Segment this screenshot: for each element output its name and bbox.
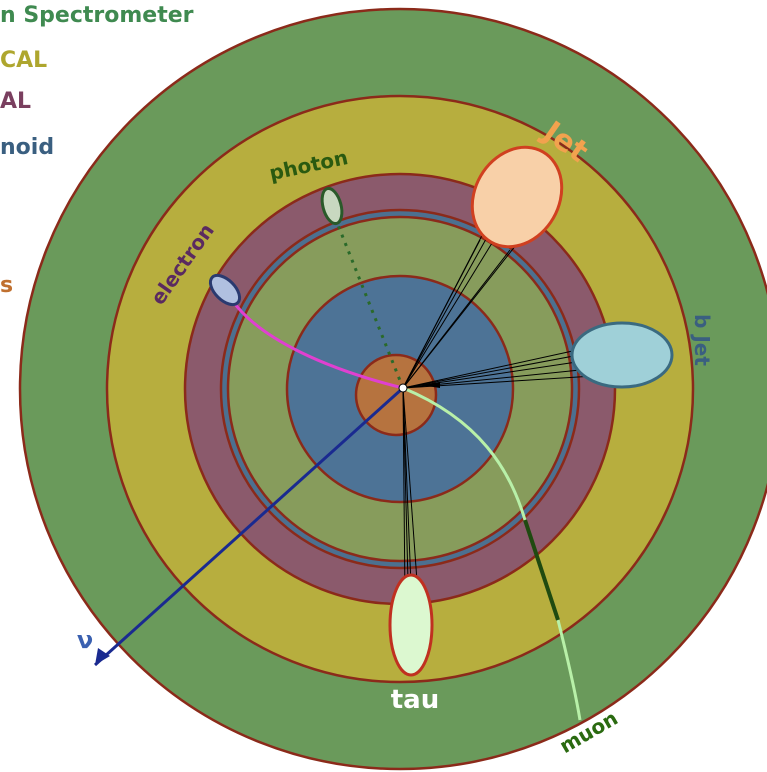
neutrino-track xyxy=(93,386,405,667)
legend-ecal: AL xyxy=(0,89,31,114)
photon-deposit xyxy=(320,186,344,226)
muon-track xyxy=(402,386,582,721)
electron-deposit xyxy=(208,273,242,307)
neutrino-label: ν xyxy=(77,626,93,654)
legend-muon-spectrometer: n Spectrometer xyxy=(0,3,194,28)
detector-layers xyxy=(18,7,767,771)
tau-deposit xyxy=(388,573,434,677)
photon-track xyxy=(334,219,405,389)
deposits xyxy=(208,145,674,677)
bjet-deposit xyxy=(570,321,674,389)
bjet-core xyxy=(420,382,440,388)
legend: n Spectrometer CAL AL noid s xyxy=(0,3,194,298)
vertex xyxy=(398,383,408,393)
legend-tracker: s xyxy=(0,273,13,298)
legend-hcal: CAL xyxy=(0,48,47,73)
bjet-label: b Jet xyxy=(690,314,714,366)
tracks xyxy=(93,204,611,721)
neutrino-arrow xyxy=(95,648,110,665)
muon-segment xyxy=(523,519,560,621)
legend-solenoid: noid xyxy=(0,135,54,160)
jet-deposit xyxy=(470,145,564,249)
electron-track xyxy=(230,299,404,390)
tau-label: tau xyxy=(391,685,439,715)
